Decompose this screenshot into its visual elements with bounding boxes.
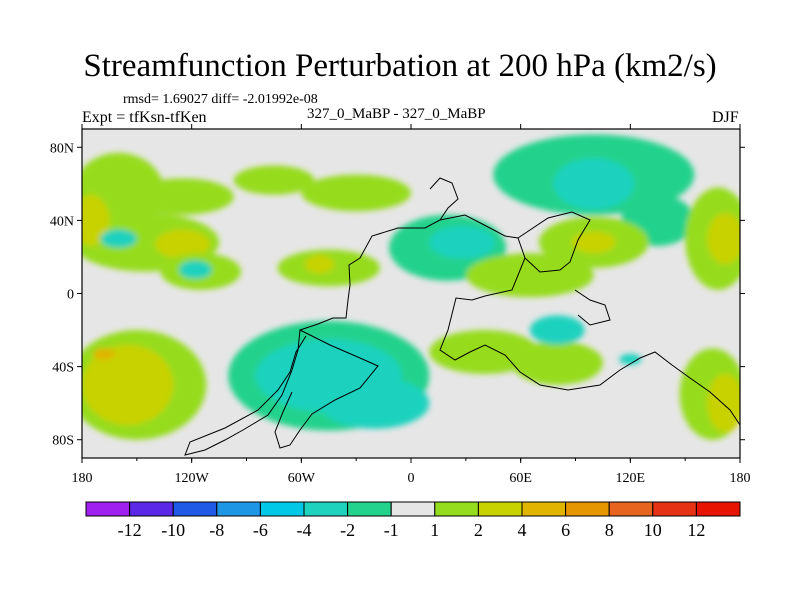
- y-tick-label-0: 80N: [50, 141, 74, 156]
- chart-title: Streamfunction Perturbation at 200 hPa (…: [83, 48, 717, 84]
- contour-region-6: [82, 194, 110, 246]
- case-label: 327_0_MaBP - 327_0_MaBP: [307, 106, 486, 122]
- colorbar-label-11: 8: [605, 520, 614, 540]
- colorbar-box-10: [521, 501, 567, 517]
- contour-region-9: [178, 260, 212, 279]
- contour-region-27: [319, 377, 430, 429]
- colorbar: -12 -10 -8 -6 -4 -2 -1 1 2 4 6 8 10 12: [85, 501, 741, 540]
- colorbar-label-4: -4: [297, 520, 312, 540]
- season-label: DJF: [712, 109, 739, 126]
- colorbar-box-4: [259, 501, 305, 517]
- contour-region-21: [707, 213, 740, 265]
- colorbar-box-14: [695, 501, 741, 517]
- colorbar-box-0: [85, 501, 131, 517]
- x-tick-label-3: 0: [408, 471, 415, 486]
- colorbar-label-0: -12: [118, 520, 142, 540]
- colorbar-box-11: [565, 501, 610, 517]
- contour-region-13: [429, 225, 496, 259]
- x-tick-label-2: 60W: [288, 471, 316, 486]
- axis-ticks: 180 120W 60W 0 60E 120E 180 80N 40N 0 40S 80S: [50, 124, 751, 486]
- contour-region-1: [131, 178, 234, 215]
- contour-region-32: [707, 373, 740, 433]
- colorbar-label-6: -1: [384, 520, 399, 540]
- experiment-label: Expt = tfKsn-tfKen: [82, 109, 207, 126]
- contour-region-15: [553, 158, 634, 210]
- contour-region-7: [100, 229, 137, 248]
- x-tick-label-0: 180: [72, 471, 93, 486]
- colorbar-label-9: 4: [518, 520, 527, 540]
- colorbar-box-2: [172, 501, 218, 517]
- colorbar-label-7: 1: [430, 520, 439, 540]
- contour-region-2: [233, 165, 315, 195]
- y-tick-label-2: 0: [67, 288, 74, 303]
- colorbar-label-10: 6: [561, 520, 570, 540]
- contour-region-19: [571, 231, 616, 254]
- x-tick-label-5: 120E: [616, 471, 646, 486]
- colorbar-label-13: 12: [687, 520, 705, 540]
- coastline-americas: [184, 177, 459, 456]
- colorbar-box-3: [216, 501, 261, 517]
- colorbar-box-1: [129, 501, 174, 517]
- colorbar-label-12: 10: [644, 520, 662, 540]
- contour-region-30: [529, 315, 585, 345]
- colorbar-box-13: [652, 501, 697, 517]
- stats-label: rmsd= 1.69027 diff= -2.01992e-08: [123, 92, 318, 107]
- colorbar-label-2: -8: [209, 520, 224, 540]
- contour-region-5: [155, 229, 210, 259]
- contour-region-3: [301, 174, 411, 212]
- x-tick-label-6: 180: [730, 471, 751, 486]
- coastlines: [184, 177, 740, 456]
- colorbar-label-5: -2: [340, 520, 355, 540]
- x-tick-label-4: 60E: [509, 471, 532, 486]
- y-tick-label-3: 40S: [52, 361, 74, 376]
- y-tick-label-1: 40N: [50, 214, 74, 229]
- colorbar-label-1: -10: [161, 520, 185, 540]
- contour-region-33: [619, 353, 642, 365]
- colorbar-box-8: [434, 501, 479, 517]
- contour-region-24: [92, 348, 115, 360]
- colorbar-box-9: [477, 501, 523, 517]
- colorbar-box-6: [347, 501, 392, 517]
- x-tick-label-1: 120W: [175, 471, 210, 486]
- y-tick-label-4: 80S: [52, 434, 74, 449]
- contour-region-17: [465, 253, 594, 298]
- contour-region-29: [511, 341, 603, 385]
- colorbar-box-5: [303, 501, 349, 517]
- coastline-south-america: [274, 329, 379, 449]
- colorbar-label-8: 2: [474, 520, 483, 540]
- contour-fields: [82, 134, 740, 440]
- colorbar-label-3: -6: [253, 520, 268, 540]
- coastline-africa-europe: [439, 214, 740, 426]
- colorbar-box-12: [608, 501, 654, 517]
- coastline-asia: [517, 211, 611, 326]
- colorbar-box-7: [390, 501, 436, 517]
- contour-region-11: [304, 255, 335, 274]
- contour-region-23: [82, 344, 174, 426]
